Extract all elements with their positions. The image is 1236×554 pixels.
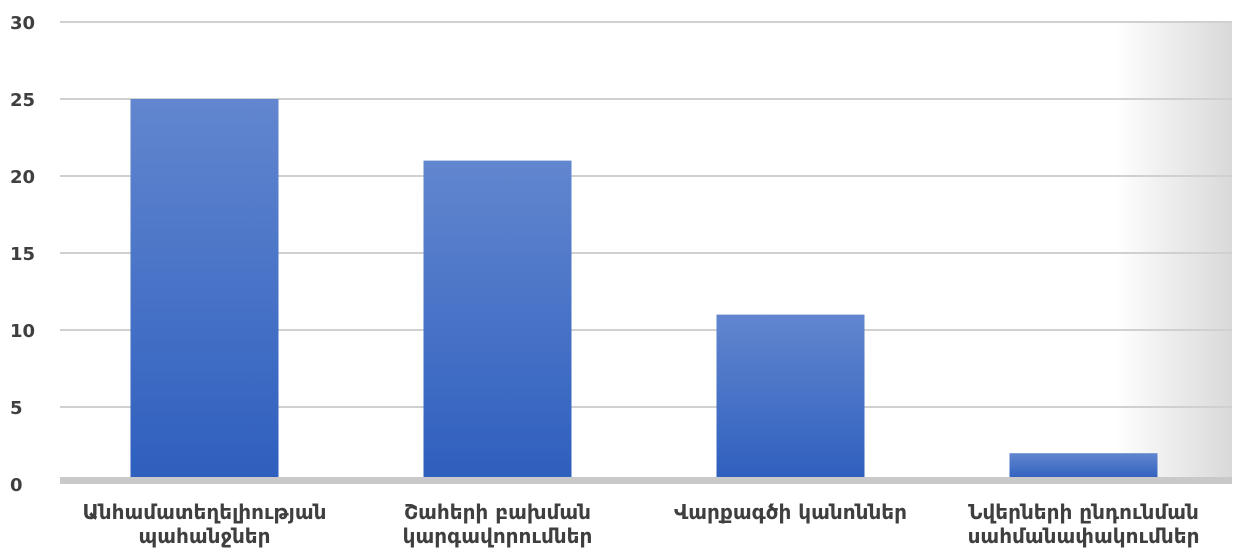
x-tick-label: Շահերի բախման կարգավորումներ [402,500,593,548]
y-tick-label: 25 [10,90,35,111]
x-tick-label: Նվերների ընդունման սահմանափակումներ [967,500,1200,548]
y-tick-label: 10 [10,321,35,342]
y-axis: 0 5 10 15 20 25 30 [10,13,35,496]
bar [130,99,279,480]
x-tick-label: Վարքագծի կանոններ [673,500,907,524]
bar [1009,453,1158,480]
bar [716,314,865,480]
y-tick-label: 0 [10,475,23,496]
y-tick-label: 20 [10,167,35,188]
bars [130,99,1158,480]
y-tick-label: 15 [10,244,35,265]
y-tick-label: 30 [10,13,35,34]
x-tick-label: Անհամատեղելիության պահանջներ [82,500,327,548]
y-tick-label: 5 [10,398,23,419]
bar [423,160,572,480]
x-axis-floor [60,477,1232,484]
